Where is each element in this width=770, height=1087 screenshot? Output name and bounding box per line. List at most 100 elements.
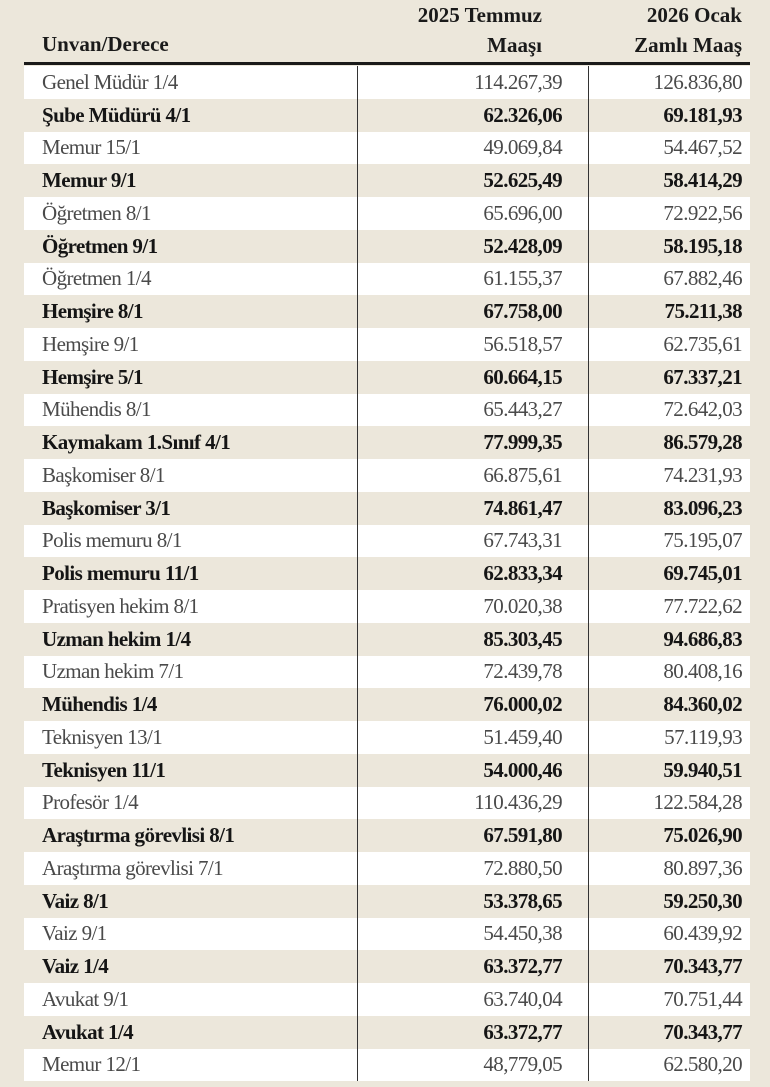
salary-2025-cell: 67.758,00	[357, 295, 588, 328]
table-row: Vaiz 9/1 54.450,38 60.439,92	[24, 917, 750, 951]
salary-2026-cell: 126.836,80	[588, 66, 750, 99]
table-header: Unvan/Derece 2025 Temmuz Maaşı 2026 Ocak…	[24, 0, 750, 62]
table-row: Başkomiser 8/1 66.875,61 74.231,93	[24, 459, 750, 492]
salary-2025-cell: 53.378,65	[357, 884, 588, 918]
title-cell: Başkomiser 3/1	[42, 495, 171, 520]
table-row: Polis memuru 8/1 67.743,31 75.195,07	[24, 524, 750, 558]
salary-2025-cell: 54.450,38	[357, 917, 588, 951]
table-row: Hemşire 5/1 60.664,15 67.337,21	[24, 360, 750, 394]
table-row: Hemşire 8/1 67.758,00 75.211,38	[24, 295, 750, 328]
column-header-2026-line2: Zamlı Maaş	[634, 33, 742, 57]
title-cell: Teknisyen 13/1	[42, 724, 163, 749]
table-row: Avukat 1/4 63.372,77 70.343,77	[24, 1015, 750, 1049]
salary-2025-cell: 85.303,45	[357, 622, 588, 656]
title-cell: Öğretmen 1/4	[42, 266, 151, 291]
salary-2026-cell: 77.722,62	[588, 590, 750, 623]
salary-2026-cell: 80.408,16	[588, 655, 750, 689]
salary-2025-cell: 49.069,84	[357, 131, 588, 165]
table-row: Uzman hekim 1/4 85.303,45 94.686,83	[24, 622, 750, 656]
salary-2026-cell: 57.119,93	[588, 721, 750, 754]
title-cell: Teknisyen 11/1	[42, 757, 166, 782]
salary-2026-cell: 75.195,07	[588, 524, 750, 558]
title-cell: Hemşire 9/1	[42, 331, 139, 356]
salary-2026-cell: 62.580,20	[588, 1048, 750, 1082]
salary-2026-cell: 62.735,61	[588, 328, 750, 361]
table-row: Memur 12/1 48,779,05 62.580,20	[24, 1048, 750, 1082]
column-header-2026-line1: 2026 Ocak	[646, 3, 742, 27]
salary-2025-cell: 67.591,80	[357, 819, 588, 852]
title-cell: Avukat 1/4	[42, 1019, 134, 1044]
title-cell: Uzman hekim 7/1	[42, 659, 184, 684]
salary-2026-cell: 59.940,51	[588, 753, 750, 787]
title-cell: Öğretmen 9/1	[42, 233, 158, 258]
table-row: Teknisyen 13/1 51.459,40 57.119,93	[24, 721, 750, 754]
title-cell: Öğretmen 8/1	[42, 200, 151, 225]
salary-2025-cell: 52.428,09	[357, 229, 588, 263]
salary-2026-cell: 58.195,18	[588, 229, 750, 263]
table-row: Şube Müdürü 4/1 62.326,06 69.181,93	[24, 98, 750, 132]
title-cell: Vaiz 9/1	[42, 921, 107, 946]
salary-2025-cell: 76.000,02	[357, 688, 588, 721]
salary-2026-cell: 74.231,93	[588, 459, 750, 492]
table-row: Polis memuru 11/1 62.833,34 69.745,01	[24, 557, 750, 590]
title-cell: Mühendis 8/1	[42, 397, 151, 422]
salary-2026-cell: 94.686,83	[588, 622, 750, 656]
salary-2026-cell: 69.181,93	[588, 98, 750, 132]
salary-2025-cell: 63.372,77	[357, 1015, 588, 1049]
table-row: Kaymakam 1.Sınıf 4/1 77.999,35 86.579,28	[24, 426, 750, 459]
salary-2026-cell: 70.751,44	[588, 983, 750, 1016]
title-cell: Uzman hekim 1/4	[42, 626, 191, 651]
salary-2026-cell: 72.922,56	[588, 197, 750, 230]
title-cell: Kaymakam 1.Sınıf 4/1	[42, 430, 231, 455]
title-cell: Memur 9/1	[42, 168, 137, 193]
salary-2025-cell: 72.439,78	[357, 655, 588, 689]
salary-2025-cell: 52.625,49	[357, 164, 588, 197]
table-row: Memur 15/1 49.069,84 54.467,52	[24, 131, 750, 165]
title-cell: Hemşire 8/1	[42, 299, 144, 324]
salary-2026-cell: 69.745,01	[588, 557, 750, 590]
table-row: Başkomiser 3/1 74.861,47 83.096,23	[24, 491, 750, 525]
title-cell: Profesör 1/4	[42, 790, 139, 815]
column-header-title: Unvan/Derece	[42, 32, 169, 56]
salary-2025-cell: 56.518,57	[357, 328, 588, 361]
salary-2026-cell: 86.579,28	[588, 426, 750, 459]
salary-2026-cell: 58.414,29	[588, 164, 750, 197]
salary-2025-cell: 63.372,77	[357, 950, 588, 983]
table-row: Araştırma görevlisi 7/1 72.880,50 80.897,3…	[24, 852, 750, 885]
title-cell: Memur 12/1	[42, 1052, 141, 1077]
title-cell: Polis memuru 8/1	[42, 528, 182, 553]
title-cell: Polis memuru 11/1	[42, 561, 199, 586]
table-row: Öğretmen 9/1 52.428,09 58.195,18	[24, 229, 750, 263]
salary-2026-cell: 75.211,38	[588, 295, 750, 328]
title-cell: Mühendis 1/4	[42, 692, 157, 717]
table-row: Mühendis 1/4 76.000,02 84.360,02	[24, 688, 750, 721]
table-row: Teknisyen 11/1 54.000,46 59.940,51	[24, 753, 750, 787]
salary-2026-cell: 67.882,46	[588, 262, 750, 296]
salary-2026-cell: 67.337,21	[588, 360, 750, 394]
title-cell: Avukat 9/1	[42, 986, 129, 1011]
title-cell: Şube Müdürü 4/1	[42, 102, 191, 127]
salary-2026-cell: 84.360,02	[588, 688, 750, 721]
table-row: Vaiz 8/1 53.378,65 59.250,30	[24, 884, 750, 918]
table-row: Genel Müdür 1/4 114.267,39 126.836,80	[24, 66, 750, 99]
title-cell: Başkomiser 8/1	[42, 462, 165, 487]
salary-2025-cell: 67.743,31	[357, 524, 588, 558]
column-header-2026: 2026 Ocak Zamlı Maaş	[634, 0, 742, 60]
salary-2025-cell: 48,779,05	[357, 1048, 588, 1082]
column-header-2025-line1: 2025 Temmuz	[417, 3, 542, 27]
header-divider	[24, 62, 750, 65]
salary-2026-cell: 60.439,92	[588, 917, 750, 951]
salary-2025-cell: 74.861,47	[357, 491, 588, 525]
salary-2025-cell: 66.875,61	[357, 459, 588, 492]
salary-2025-cell: 54.000,46	[357, 753, 588, 787]
title-cell: Vaiz 8/1	[42, 888, 109, 913]
column-header-2025: 2025 Temmuz Maaşı	[418, 0, 542, 60]
salary-2025-cell: 62.326,06	[357, 98, 588, 132]
table-row: Öğretmen 8/1 65.696,00 72.922,56	[24, 197, 750, 230]
salary-2025-cell: 61.155,37	[357, 262, 588, 296]
table-row: Vaiz 1/4 63.372,77 70.343,77	[24, 950, 750, 983]
salary-2025-cell: 51.459,40	[357, 721, 588, 754]
salary-2026-cell: 122.584,28	[588, 786, 750, 820]
table-row: Profesör 1/4 110.436,29 122.584,28	[24, 786, 750, 820]
salary-2025-cell: 65.696,00	[357, 197, 588, 230]
